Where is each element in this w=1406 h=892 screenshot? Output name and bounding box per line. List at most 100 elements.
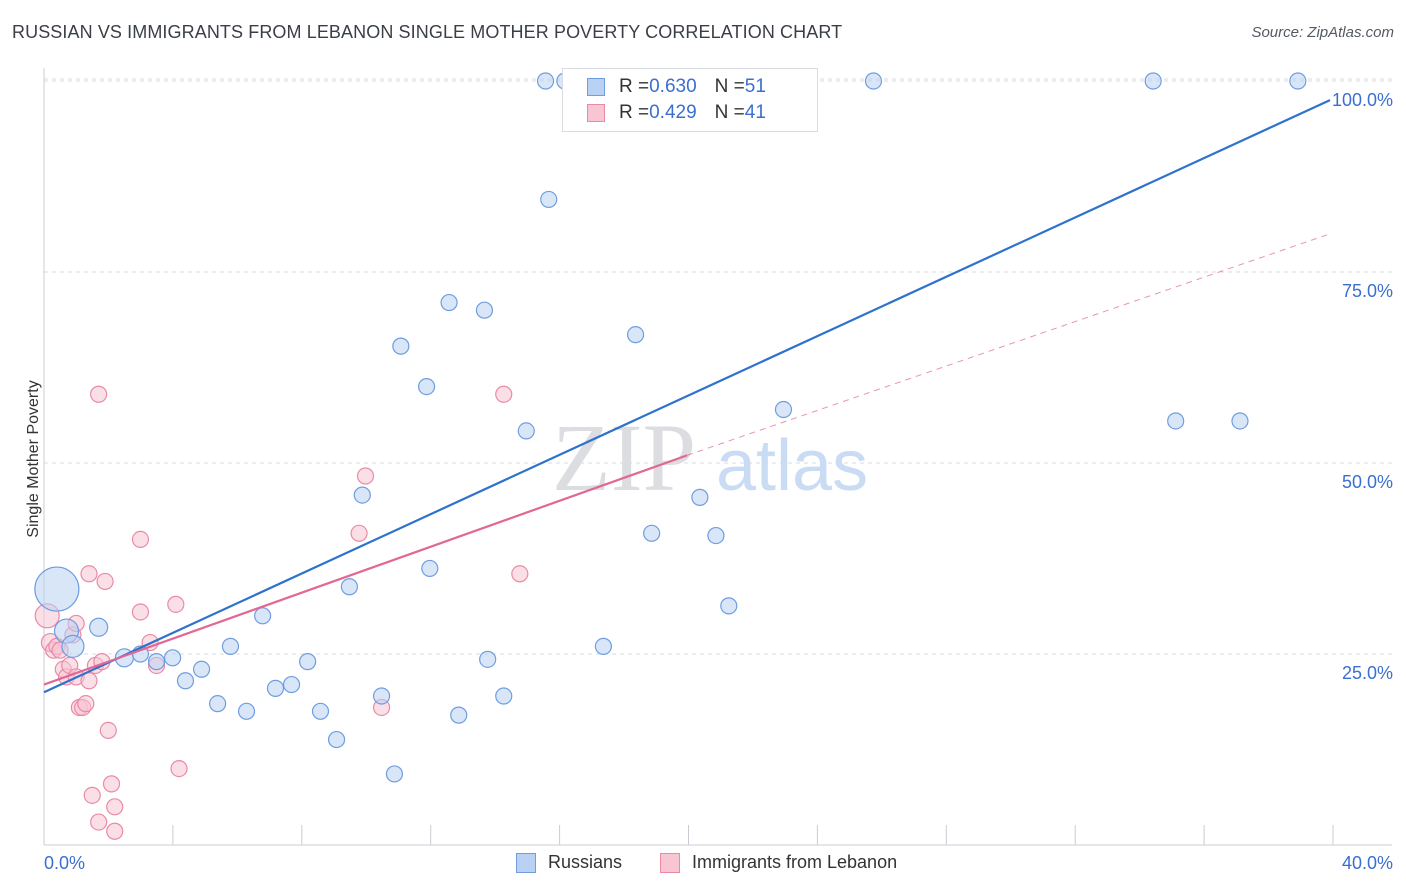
russians-point bbox=[176, 672, 195, 690]
russians-point bbox=[495, 687, 513, 705]
russians-point bbox=[311, 702, 330, 720]
russians-point bbox=[147, 653, 166, 671]
russians-point bbox=[353, 486, 371, 504]
r-label: R = bbox=[619, 102, 650, 123]
watermark-zip: ZIP bbox=[552, 404, 696, 511]
russians-point bbox=[34, 566, 80, 612]
russians-point bbox=[1289, 72, 1307, 90]
lebanon-swatch bbox=[587, 104, 605, 122]
x-tick-label: 40.0% bbox=[1342, 853, 1393, 873]
lebanon-legend-swatch bbox=[660, 852, 680, 873]
lebanon-point bbox=[170, 759, 188, 778]
source-label: Source: ZipAtlas.com bbox=[1251, 24, 1394, 41]
russians-point bbox=[417, 378, 436, 396]
y-tick-label: 100.0% bbox=[1332, 90, 1393, 110]
russians-point bbox=[450, 706, 468, 724]
stats-row-russians: R = 0.630 N = 51 bbox=[587, 75, 766, 99]
russians-point bbox=[237, 702, 256, 720]
lebanon-point bbox=[106, 798, 124, 816]
russians-point bbox=[1144, 72, 1162, 90]
x-tick-labels: 0.0% 40.0% bbox=[44, 853, 1393, 873]
russians-point bbox=[517, 422, 535, 440]
lebanon-point bbox=[99, 721, 117, 740]
lebanon-point bbox=[80, 672, 98, 690]
russians-point bbox=[475, 301, 494, 319]
russians-point bbox=[327, 730, 346, 749]
lebanon-trend-line bbox=[43, 454, 688, 686]
lebanon-point bbox=[106, 822, 124, 840]
n-value: 41 bbox=[744, 102, 766, 123]
russians-point bbox=[774, 400, 793, 419]
trend-lines bbox=[43, 99, 1331, 694]
lebanon-point bbox=[80, 565, 98, 583]
russians-point bbox=[440, 293, 458, 312]
russians-trend-line bbox=[43, 99, 1331, 694]
russians-point bbox=[864, 72, 883, 90]
legend-item-lebanon: Immigrants from Lebanon bbox=[660, 852, 897, 873]
y-tick-label: 25.0% bbox=[1342, 663, 1393, 683]
y-tick-labels: 25.0% 50.0% 75.0% 100.0% bbox=[1332, 90, 1393, 683]
russians-point bbox=[372, 687, 391, 705]
watermark: ZIP atlas bbox=[552, 404, 868, 511]
lebanon-point bbox=[77, 695, 95, 713]
russians-point bbox=[540, 190, 558, 209]
russians-point bbox=[392, 337, 410, 355]
russians-point bbox=[594, 637, 613, 655]
russians-point bbox=[385, 765, 404, 783]
russians-point bbox=[164, 649, 182, 667]
lebanon-point bbox=[167, 595, 185, 613]
lebanon-point bbox=[96, 572, 114, 591]
r-value: 0.630 bbox=[649, 76, 697, 97]
lebanon-point bbox=[90, 385, 108, 403]
russians-point bbox=[707, 526, 725, 545]
lebanon-point bbox=[356, 467, 375, 485]
russians-point bbox=[1167, 412, 1185, 430]
russians-point bbox=[626, 326, 645, 344]
russians-point bbox=[643, 524, 661, 542]
russians-point bbox=[299, 653, 317, 671]
lebanon-point bbox=[90, 813, 108, 831]
series-russians-points bbox=[34, 72, 1307, 783]
russians-point bbox=[421, 559, 439, 578]
y-tick-label: 50.0% bbox=[1342, 472, 1393, 492]
russians-point bbox=[479, 650, 497, 668]
series-lebanon-points bbox=[34, 385, 529, 840]
russians-point bbox=[340, 578, 359, 596]
lebanon-point bbox=[350, 524, 368, 542]
russians-legend-swatch bbox=[516, 852, 536, 873]
russians-point bbox=[1231, 412, 1249, 430]
r-value: 0.429 bbox=[649, 102, 697, 123]
russians-point bbox=[221, 637, 240, 655]
r-label: R = bbox=[619, 76, 650, 97]
y-tick-label: 75.0% bbox=[1342, 281, 1393, 301]
lebanon-legend-label: Immigrants from Lebanon bbox=[692, 852, 898, 872]
lebanon-point bbox=[131, 530, 150, 549]
lebanon-point bbox=[511, 565, 529, 583]
russians-point bbox=[61, 634, 85, 658]
chart-title: RUSSIAN VS IMMIGRANTS FROM LEBANON SINGL… bbox=[12, 22, 843, 42]
lebanon-point bbox=[131, 603, 150, 621]
n-value: 51 bbox=[744, 76, 766, 97]
x-axis bbox=[43, 68, 1392, 846]
russians-point bbox=[89, 617, 109, 637]
x-tick-label: 0.0% bbox=[44, 853, 85, 873]
russians-point bbox=[266, 679, 285, 697]
lebanon-point bbox=[83, 786, 101, 804]
lebanon-point bbox=[102, 775, 121, 793]
russians-point bbox=[536, 72, 555, 90]
russians-point bbox=[254, 607, 272, 625]
lebanon-point bbox=[495, 385, 513, 403]
russians-point bbox=[691, 488, 709, 506]
n-label: N = bbox=[714, 76, 745, 97]
russians-legend-label: Russians bbox=[548, 852, 623, 872]
russians-point bbox=[192, 660, 211, 678]
stats-legend: R = 0.630 N = 51 R = 0.429 N = 41 bbox=[562, 68, 818, 132]
russians-point bbox=[720, 597, 738, 615]
lebanon-trend-extension bbox=[686, 233, 1331, 456]
russians-point bbox=[282, 675, 301, 694]
russians-point bbox=[209, 695, 227, 713]
n-label: N = bbox=[714, 102, 745, 123]
russians-swatch bbox=[587, 78, 605, 96]
y-axis-label: Single Mother Poverty bbox=[25, 380, 42, 538]
